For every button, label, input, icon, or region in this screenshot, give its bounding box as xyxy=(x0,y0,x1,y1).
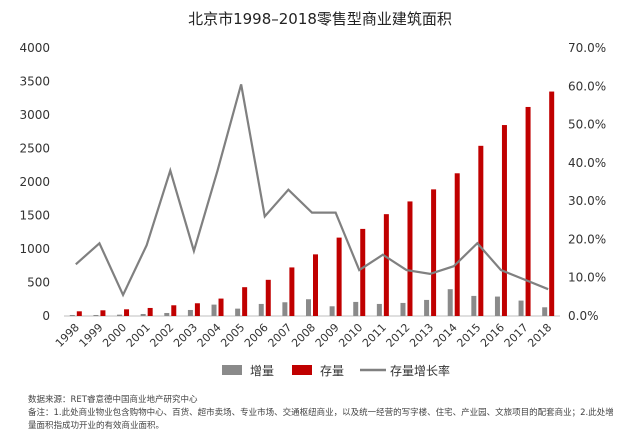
source-note: 数据来源：RET睿意德中国商业地产研究中心 xyxy=(28,395,198,405)
right-tick-label: 10.0% xyxy=(568,271,606,285)
x-tick-label: 2013 xyxy=(407,321,436,350)
increment-bar xyxy=(518,300,524,316)
increment-bar xyxy=(282,302,288,316)
stock-bar xyxy=(407,201,413,316)
increment-bar xyxy=(424,299,430,316)
x-tick-label: 2017 xyxy=(502,321,531,350)
increment-bar xyxy=(140,313,146,316)
stock-bar xyxy=(383,214,389,316)
stock-bar xyxy=(265,279,271,316)
stock-bar xyxy=(525,106,531,317)
increment-bar xyxy=(187,309,193,316)
left-tick-label: 2000 xyxy=(19,175,50,189)
stock-bar xyxy=(218,298,224,316)
increment-bar xyxy=(164,312,170,316)
stock-bar xyxy=(454,173,460,316)
x-tick-label: 2000 xyxy=(100,321,129,350)
left-tick-label: 3500 xyxy=(19,75,50,89)
increment-bar xyxy=(258,303,264,316)
stock-bar xyxy=(171,305,177,316)
x-tick-label: 2004 xyxy=(195,321,224,350)
left-tick-label: 1500 xyxy=(19,209,50,223)
x-tick-label: 2016 xyxy=(478,321,507,350)
legend-label: 增量 xyxy=(250,364,274,378)
increment-bar xyxy=(471,295,477,316)
x-tick-label: 2009 xyxy=(313,321,342,350)
increment-bar xyxy=(306,299,311,316)
right-tick-label: 50.0% xyxy=(568,118,606,132)
x-tick-label: 2018 xyxy=(525,321,554,350)
stock-bar xyxy=(124,309,130,316)
stock-bar xyxy=(501,125,507,316)
stock-bar xyxy=(194,303,200,316)
right-tick-label: 40.0% xyxy=(568,156,606,170)
increment-bar xyxy=(93,314,99,316)
footnotes: 数据来源：RET睿意德中国商业地产研究中心 备注：1.此处商业物业包含购物中心、… xyxy=(28,394,628,433)
bar-series xyxy=(69,91,555,317)
left-tick-label: 4000 xyxy=(19,41,50,55)
chart-title: 北京市1998–2018零售型商业建筑面积 xyxy=(188,10,452,28)
x-tick-label: 2008 xyxy=(289,321,318,350)
right-tick-label: 70.0% xyxy=(568,41,606,55)
x-tick-label: 1999 xyxy=(77,321,106,350)
x-tick-label: 2001 xyxy=(124,321,153,350)
stock-bar xyxy=(431,189,437,316)
increment-bar xyxy=(494,296,500,316)
increment-bar xyxy=(211,304,217,316)
right-tick-label: 60.0% xyxy=(568,79,606,93)
increment-bar xyxy=(329,306,335,316)
x-tick-label: 2012 xyxy=(384,321,413,350)
increment-bar xyxy=(353,301,359,316)
legend-swatch xyxy=(222,365,242,375)
growth-rate-line xyxy=(75,84,549,298)
right-tick-label: 20.0% xyxy=(568,232,606,246)
stock-bar xyxy=(313,254,318,316)
increment-bar xyxy=(235,308,241,316)
stock-bar xyxy=(242,287,248,316)
x-tick-label: 2015 xyxy=(454,321,483,350)
right-y-axis: 0.0% 10.0% 20.0% 30.0% 40.0% 50.0% 60.0% 70.0% xyxy=(568,41,606,323)
left-tick-label: 3000 xyxy=(19,108,50,122)
increment-bar xyxy=(376,303,382,316)
right-tick-label: 0.0% xyxy=(568,309,599,323)
remark-line-1: 备注：1.此处商业物业包含购物中心、百货、超市卖场、专业市场、交通枢纽商业，以及… xyxy=(28,408,614,418)
x-tick-label: 1998 xyxy=(53,321,82,350)
stock-bar xyxy=(289,267,295,316)
remark-line-2: 量面积指成功开业的有效商业面积。 xyxy=(28,421,165,431)
stock-bar xyxy=(147,307,153,316)
stock-bar xyxy=(549,91,555,316)
left-tick-label: 1000 xyxy=(19,242,50,256)
legend-label: 存量增长率 xyxy=(390,363,450,378)
x-tick-label: 2002 xyxy=(147,321,176,350)
increment-bar xyxy=(400,302,406,316)
legend: 增量 存量 存量增长率 xyxy=(222,363,450,378)
increment-bar xyxy=(69,314,75,316)
x-tick-label: 2006 xyxy=(242,321,271,350)
stock-bar xyxy=(100,310,106,316)
x-tick-label: 2011 xyxy=(360,321,389,350)
x-tick-label: 2010 xyxy=(336,321,365,350)
increment-bar xyxy=(117,314,123,316)
legend-label: 存量 xyxy=(320,364,344,378)
stock-bar xyxy=(76,311,82,316)
line-series xyxy=(75,84,549,298)
x-axis: 1998199920002001200220032004200520062007… xyxy=(53,315,560,350)
left-tick-label: 2500 xyxy=(19,142,50,156)
x-tick-label: 2014 xyxy=(431,321,460,350)
increment-bar xyxy=(542,307,548,316)
x-tick-label: 2003 xyxy=(171,321,200,350)
increment-bar xyxy=(447,289,453,316)
stock-bar xyxy=(336,237,342,316)
left-y-axis: 0 500 1000 1500 2000 2500 3000 3500 4000 xyxy=(19,41,50,323)
x-tick-label: 2007 xyxy=(266,321,295,350)
right-tick-label: 30.0% xyxy=(568,194,606,208)
stock-bar xyxy=(478,145,484,316)
stock-bar xyxy=(360,228,366,316)
left-tick-label: 500 xyxy=(27,276,50,290)
legend-swatch xyxy=(292,365,312,375)
left-tick-label: 0 xyxy=(42,309,50,323)
x-tick-label: 2005 xyxy=(218,321,247,350)
